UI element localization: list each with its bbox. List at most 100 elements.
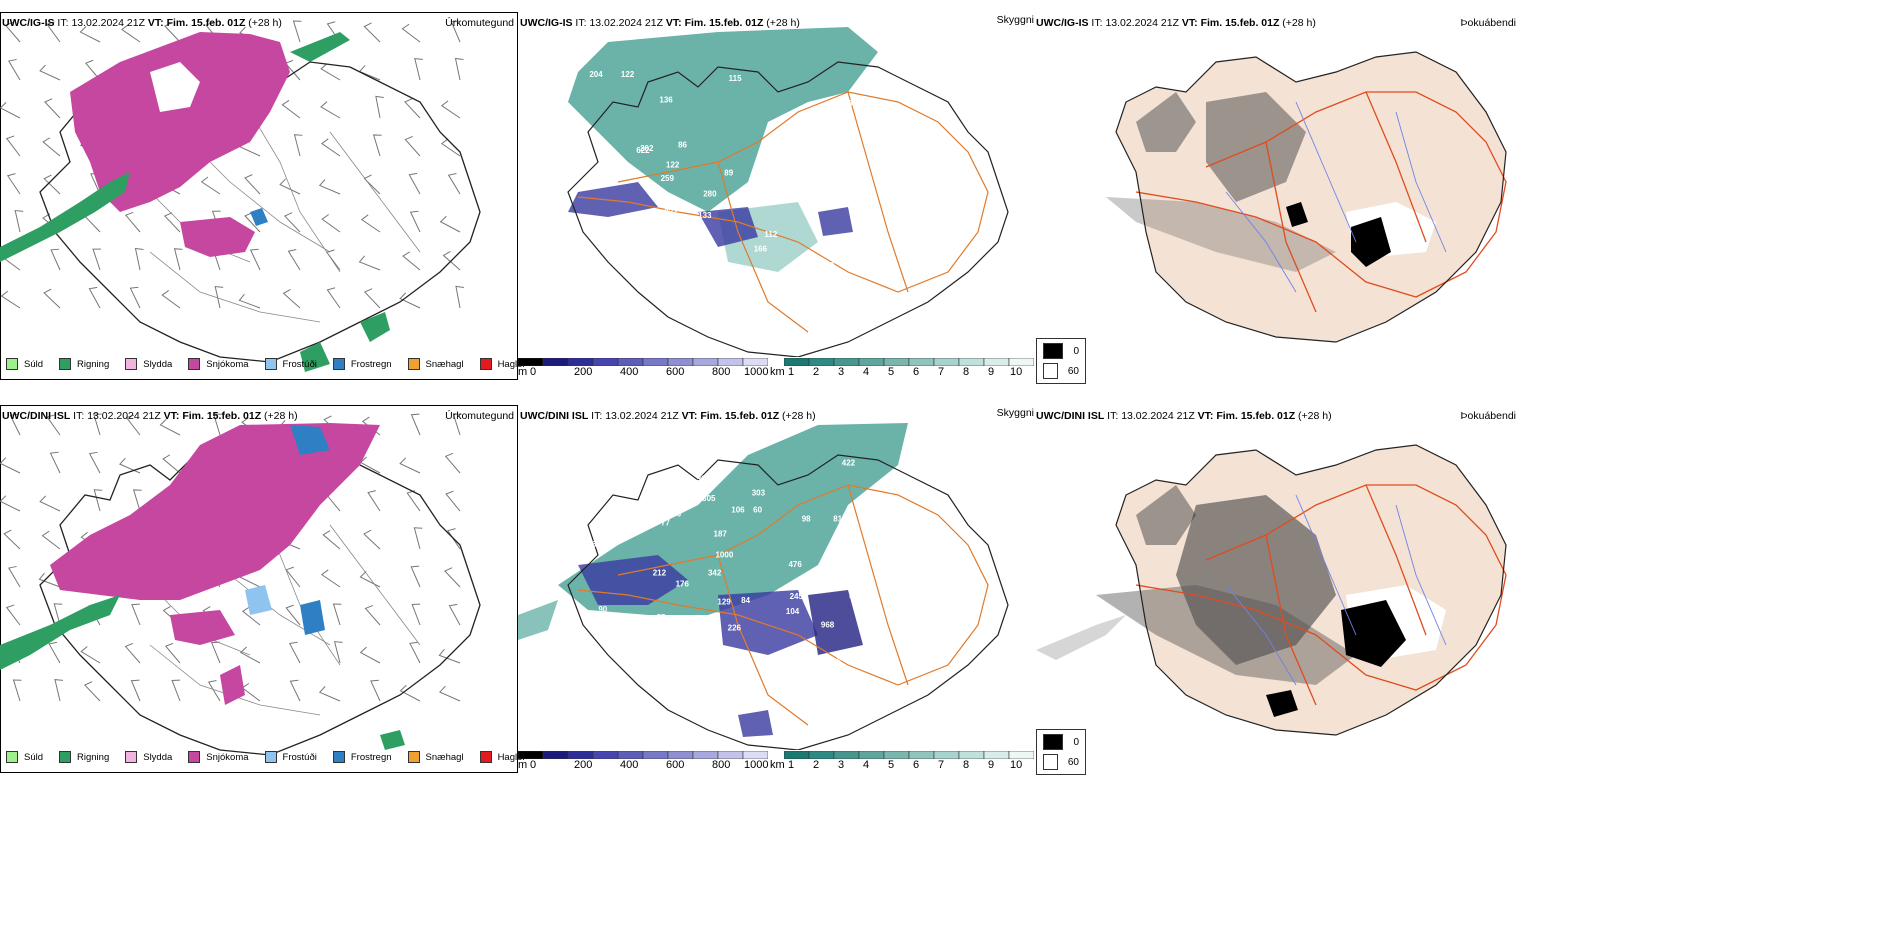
panel-title: Úrkomutegund xyxy=(445,17,514,29)
wind-barb xyxy=(5,604,21,626)
colorbar-segment xyxy=(808,751,835,759)
fog-index-map-bottom xyxy=(1036,444,1507,736)
wind-barb xyxy=(49,451,61,474)
wind-barb xyxy=(363,174,381,195)
colorbar-segment xyxy=(667,751,694,759)
wind-barb xyxy=(121,24,141,43)
wind-barb xyxy=(0,495,21,512)
wind-barb xyxy=(320,569,341,588)
wind-barb xyxy=(8,58,21,81)
legend-item: Súld xyxy=(6,751,43,763)
fog-index-panel-top: UWC/IG-IS IT: 13.02.2024 21Z VT: Fim. 15… xyxy=(1036,12,1516,384)
cloud-base-label: 238 xyxy=(828,657,842,666)
wind-barb xyxy=(50,248,61,271)
wind-barb xyxy=(207,679,221,702)
cloud-base-label: 89 xyxy=(724,168,733,177)
ceiling-tick: 0 xyxy=(530,759,537,771)
roads xyxy=(577,484,989,726)
wind-barb xyxy=(239,646,261,664)
colorbar-segment xyxy=(784,358,810,366)
visibility-tick: 10 xyxy=(1010,366,1023,378)
ceiling-tick: 1000 xyxy=(744,759,769,771)
wind-barb xyxy=(131,603,141,626)
roads xyxy=(577,91,989,333)
cloud-base-label: 202 xyxy=(640,144,654,153)
wind-barb xyxy=(360,214,381,233)
legend-item: Rigning xyxy=(59,751,109,763)
vt-value: Fim. 15.feb. 01Z xyxy=(1200,17,1280,29)
it-label: IT: xyxy=(73,410,85,422)
colorbar-segment xyxy=(883,358,910,366)
it-label: IT: xyxy=(57,17,69,29)
colorbar-segment xyxy=(858,358,885,366)
cloud-base-label: 78 xyxy=(844,99,853,108)
wind-barb xyxy=(439,685,461,702)
colorbar-segment xyxy=(542,358,569,366)
wind-barb xyxy=(281,99,301,119)
cloud-base-label: 106 xyxy=(731,506,745,515)
cloud-base-label: 112 xyxy=(764,230,777,239)
precip-legend: Súld Rigning Slydda Snjókoma Frostúði Fr… xyxy=(6,751,541,763)
vt-value: Fim. 15.feb. 01Z xyxy=(182,410,262,422)
it-value: 13.02.2024 21Z xyxy=(1121,410,1195,422)
rivers xyxy=(1225,494,1447,686)
legend-item: Snæhagl xyxy=(407,358,464,370)
model-name: UWC/IG-IS xyxy=(2,17,55,29)
cloud-base-label: 476 xyxy=(788,560,802,569)
cloud-base-label: 226 xyxy=(728,624,742,633)
colorbar-segment xyxy=(567,751,594,759)
colorbar-segment xyxy=(1008,358,1034,366)
it-label: IT: xyxy=(591,410,603,422)
wind-barb xyxy=(130,679,141,702)
legend-item: Snæhagl xyxy=(407,751,464,763)
wind-barb xyxy=(88,451,101,474)
cloud-base-label: 139 xyxy=(849,591,863,600)
visibility-map-bottom: 187 238 245 184 476 342 176 1000 256 212 305 425 303… xyxy=(518,423,1009,750)
wind-barb xyxy=(359,571,381,588)
wind-barb xyxy=(440,100,461,119)
wind-barb xyxy=(4,21,21,43)
wind-barb xyxy=(9,413,21,436)
vt-value: Fim. 15.feb. 01Z xyxy=(166,17,246,29)
ceiling-tick: 400 xyxy=(620,366,639,378)
vt-label: VT: xyxy=(665,17,682,29)
legend-item: Slydda xyxy=(125,358,172,370)
wind-barb xyxy=(0,457,21,474)
wind-barb xyxy=(404,98,421,119)
wind-barb xyxy=(241,606,261,626)
rivers xyxy=(1225,101,1447,293)
cloud-base-label: 136 xyxy=(659,95,673,104)
wind-barb xyxy=(124,642,141,664)
cloud-base-label: 425 xyxy=(630,516,644,525)
model-name: UWC/IG-IS xyxy=(1036,17,1089,29)
wind-barb xyxy=(124,211,141,233)
vt-value: Fim. 15.feb. 01Z xyxy=(684,17,764,29)
cloud-base-label: 256 xyxy=(810,654,824,663)
colorbar-segment xyxy=(642,751,669,759)
wind-barb xyxy=(447,528,461,550)
wind-barb xyxy=(333,641,343,664)
wind-barb xyxy=(46,414,61,436)
wind-barb xyxy=(173,248,183,271)
model-name: UWC/DINI ISL xyxy=(520,410,589,422)
wind-barb xyxy=(411,603,421,626)
legend-item: Rigning xyxy=(59,358,109,370)
wind-barb xyxy=(438,648,461,664)
it-label: IT: xyxy=(1107,410,1119,422)
ceiling-tick: 0 xyxy=(530,366,537,378)
panel-header: UWC/IG-IS IT: 13.02.2024 21Z VT: Fim. 15… xyxy=(2,17,282,29)
cloud-base-label: 622 xyxy=(636,146,650,155)
wind-barb xyxy=(364,604,381,626)
iceland-outline xyxy=(1115,51,1507,343)
panel-header: UWC/DINI ISL IT: 13.02.2024 21Z VT: Fim.… xyxy=(2,410,298,422)
wind-barb xyxy=(162,454,181,474)
cloud-base-label: 120 xyxy=(636,634,650,643)
colorbar-segment xyxy=(808,358,835,366)
cloud-base-label: 337 xyxy=(697,474,711,483)
cloud-base-label: 204 xyxy=(589,70,603,79)
wind-barb xyxy=(0,290,21,309)
cloud-base-label: 60 xyxy=(753,505,762,514)
wind-barb xyxy=(6,173,21,195)
wind-barb xyxy=(161,290,181,309)
cloud-base-label: 270 xyxy=(821,261,835,270)
